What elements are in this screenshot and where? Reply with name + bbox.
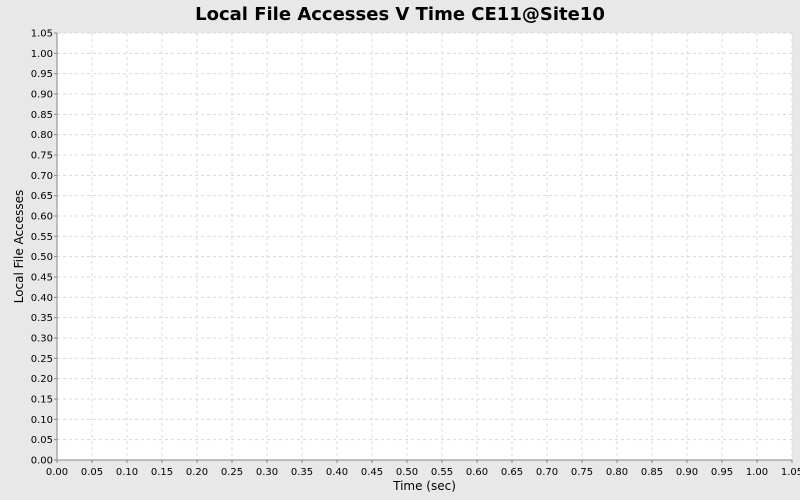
x-tick-label: 0.80: [606, 467, 628, 478]
y-tick-label: 1.00: [31, 49, 53, 60]
x-tick-label: 0.60: [466, 467, 488, 478]
y-tick-label: 0.70: [31, 171, 53, 182]
x-tick-label: 0.20: [186, 467, 208, 478]
y-tick-label: 0.65: [31, 191, 53, 202]
plot-area: [57, 33, 792, 460]
y-tick-label: 0.85: [31, 110, 53, 121]
y-tick-label: 0.50: [31, 252, 53, 263]
x-tick-label: 0.95: [711, 467, 733, 478]
x-tick-label: 0.10: [116, 467, 138, 478]
x-tick-label: 0.35: [291, 467, 313, 478]
x-tick-label: 1.00: [746, 467, 768, 478]
x-tick-label: 0.05: [81, 467, 103, 478]
x-tick-label: 1.05: [781, 467, 800, 478]
y-tick-label: 0.15: [31, 395, 53, 406]
y-tick-label: 0.90: [31, 90, 53, 101]
x-axis-ticks: 0.00 0.05 0.10 0.15 0.20 0.25 0.30 0.35 0.40 0.45…: [46, 460, 800, 478]
x-tick-label: 0.50: [396, 467, 418, 478]
x-tick-label: 0.85: [641, 467, 663, 478]
x-tick-label: 0.15: [151, 467, 173, 478]
y-tick-label: 0.75: [31, 151, 53, 162]
x-axis-label: Time (sec): [392, 479, 456, 493]
y-axis-label: Local File Accesses: [12, 190, 26, 304]
x-tick-label: 0.75: [571, 467, 593, 478]
y-tick-label: 0.30: [31, 334, 53, 345]
x-tick-label: 0.40: [326, 467, 348, 478]
y-tick-label: 0.25: [31, 354, 53, 365]
x-tick-label: 0.45: [361, 467, 383, 478]
x-tick-label: 0.55: [431, 467, 453, 478]
y-tick-label: 0.00: [31, 456, 53, 467]
y-tick-label: 0.05: [31, 435, 53, 446]
x-tick-label: 0.25: [221, 467, 243, 478]
y-tick-label: 0.95: [31, 69, 53, 80]
y-tick-label: 0.45: [31, 273, 53, 284]
x-tick-label: 0.30: [256, 467, 278, 478]
grid: [56, 32, 793, 461]
y-tick-label: 0.10: [31, 415, 53, 426]
x-tick-label: 0.65: [501, 467, 523, 478]
chart-title: Local File Accesses V Time CE11@Site10: [195, 4, 605, 25]
x-tick-label: 0.90: [676, 467, 698, 478]
y-tick-label: 0.80: [31, 130, 53, 141]
y-tick-label: 0.35: [31, 313, 53, 324]
y-tick-label: 1.05: [31, 29, 53, 40]
x-tick-label: 0.70: [536, 467, 558, 478]
y-tick-label: 0.60: [31, 212, 53, 223]
x-tick-label: 0.00: [46, 467, 68, 478]
y-tick-label: 0.55: [31, 232, 53, 243]
y-tick-label: 0.40: [31, 293, 53, 304]
y-axis-ticks: 0.00 0.05 0.10 0.15 0.20 0.25 0.30 0.35 0.40 0.45…: [31, 29, 57, 467]
y-tick-label: 0.20: [31, 374, 53, 385]
